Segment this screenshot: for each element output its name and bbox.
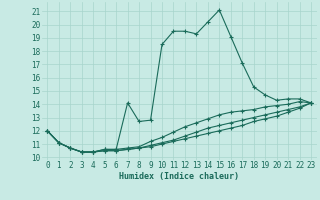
- X-axis label: Humidex (Indice chaleur): Humidex (Indice chaleur): [119, 172, 239, 181]
